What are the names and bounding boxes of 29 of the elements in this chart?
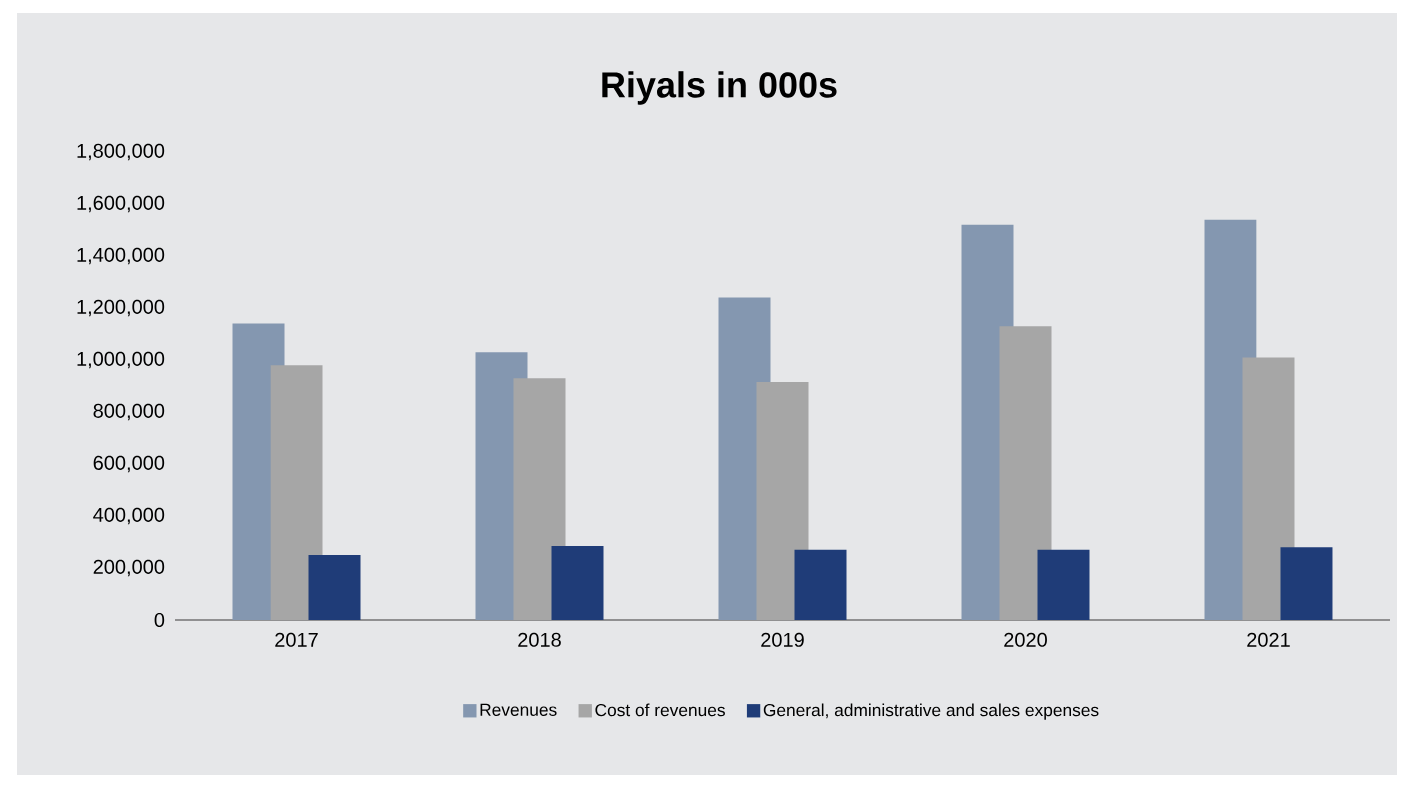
- chart-title: Riyals in 000s: [602, 71, 837, 105]
- bar: [756, 382, 809, 620]
- bar: [551, 545, 604, 620]
- y-tick-label: 1,200,000: [77, 299, 165, 317]
- bar: [513, 378, 566, 620]
- x-tick-label: 2019: [761, 632, 804, 647]
- bar: [1037, 549, 1090, 620]
- bar: [1242, 357, 1295, 620]
- y-tick-label: 400,000: [93, 507, 165, 525]
- x-tick-label: 2020: [1004, 632, 1047, 647]
- y-tick-label: 0: [154, 612, 165, 628]
- y-tick-label: 1,400,000: [77, 247, 165, 265]
- legend-label: General, administrative and sales expenses: [763, 703, 1099, 720]
- y-tick-label: 800,000: [93, 403, 165, 421]
- bar: [270, 365, 323, 620]
- legend-label: Revenues: [480, 703, 557, 716]
- x-tick-label: 2021: [1247, 632, 1290, 647]
- legend-label: Cost of revenues: [595, 703, 725, 717]
- bar: [308, 554, 361, 620]
- y-tick-label: 1,000,000: [77, 351, 165, 369]
- y-tick-label: 200,000: [93, 559, 165, 577]
- bar: [999, 326, 1052, 620]
- x-tick-label: 2018: [518, 632, 561, 647]
- bar: [794, 549, 847, 620]
- y-tick-label: 1,600,000: [77, 195, 165, 213]
- y-tick-label: 600,000: [93, 455, 165, 473]
- x-tick-label: 2017: [275, 632, 318, 647]
- y-tick-label: 1,800,000: [77, 143, 165, 161]
- bar: [1280, 547, 1333, 620]
